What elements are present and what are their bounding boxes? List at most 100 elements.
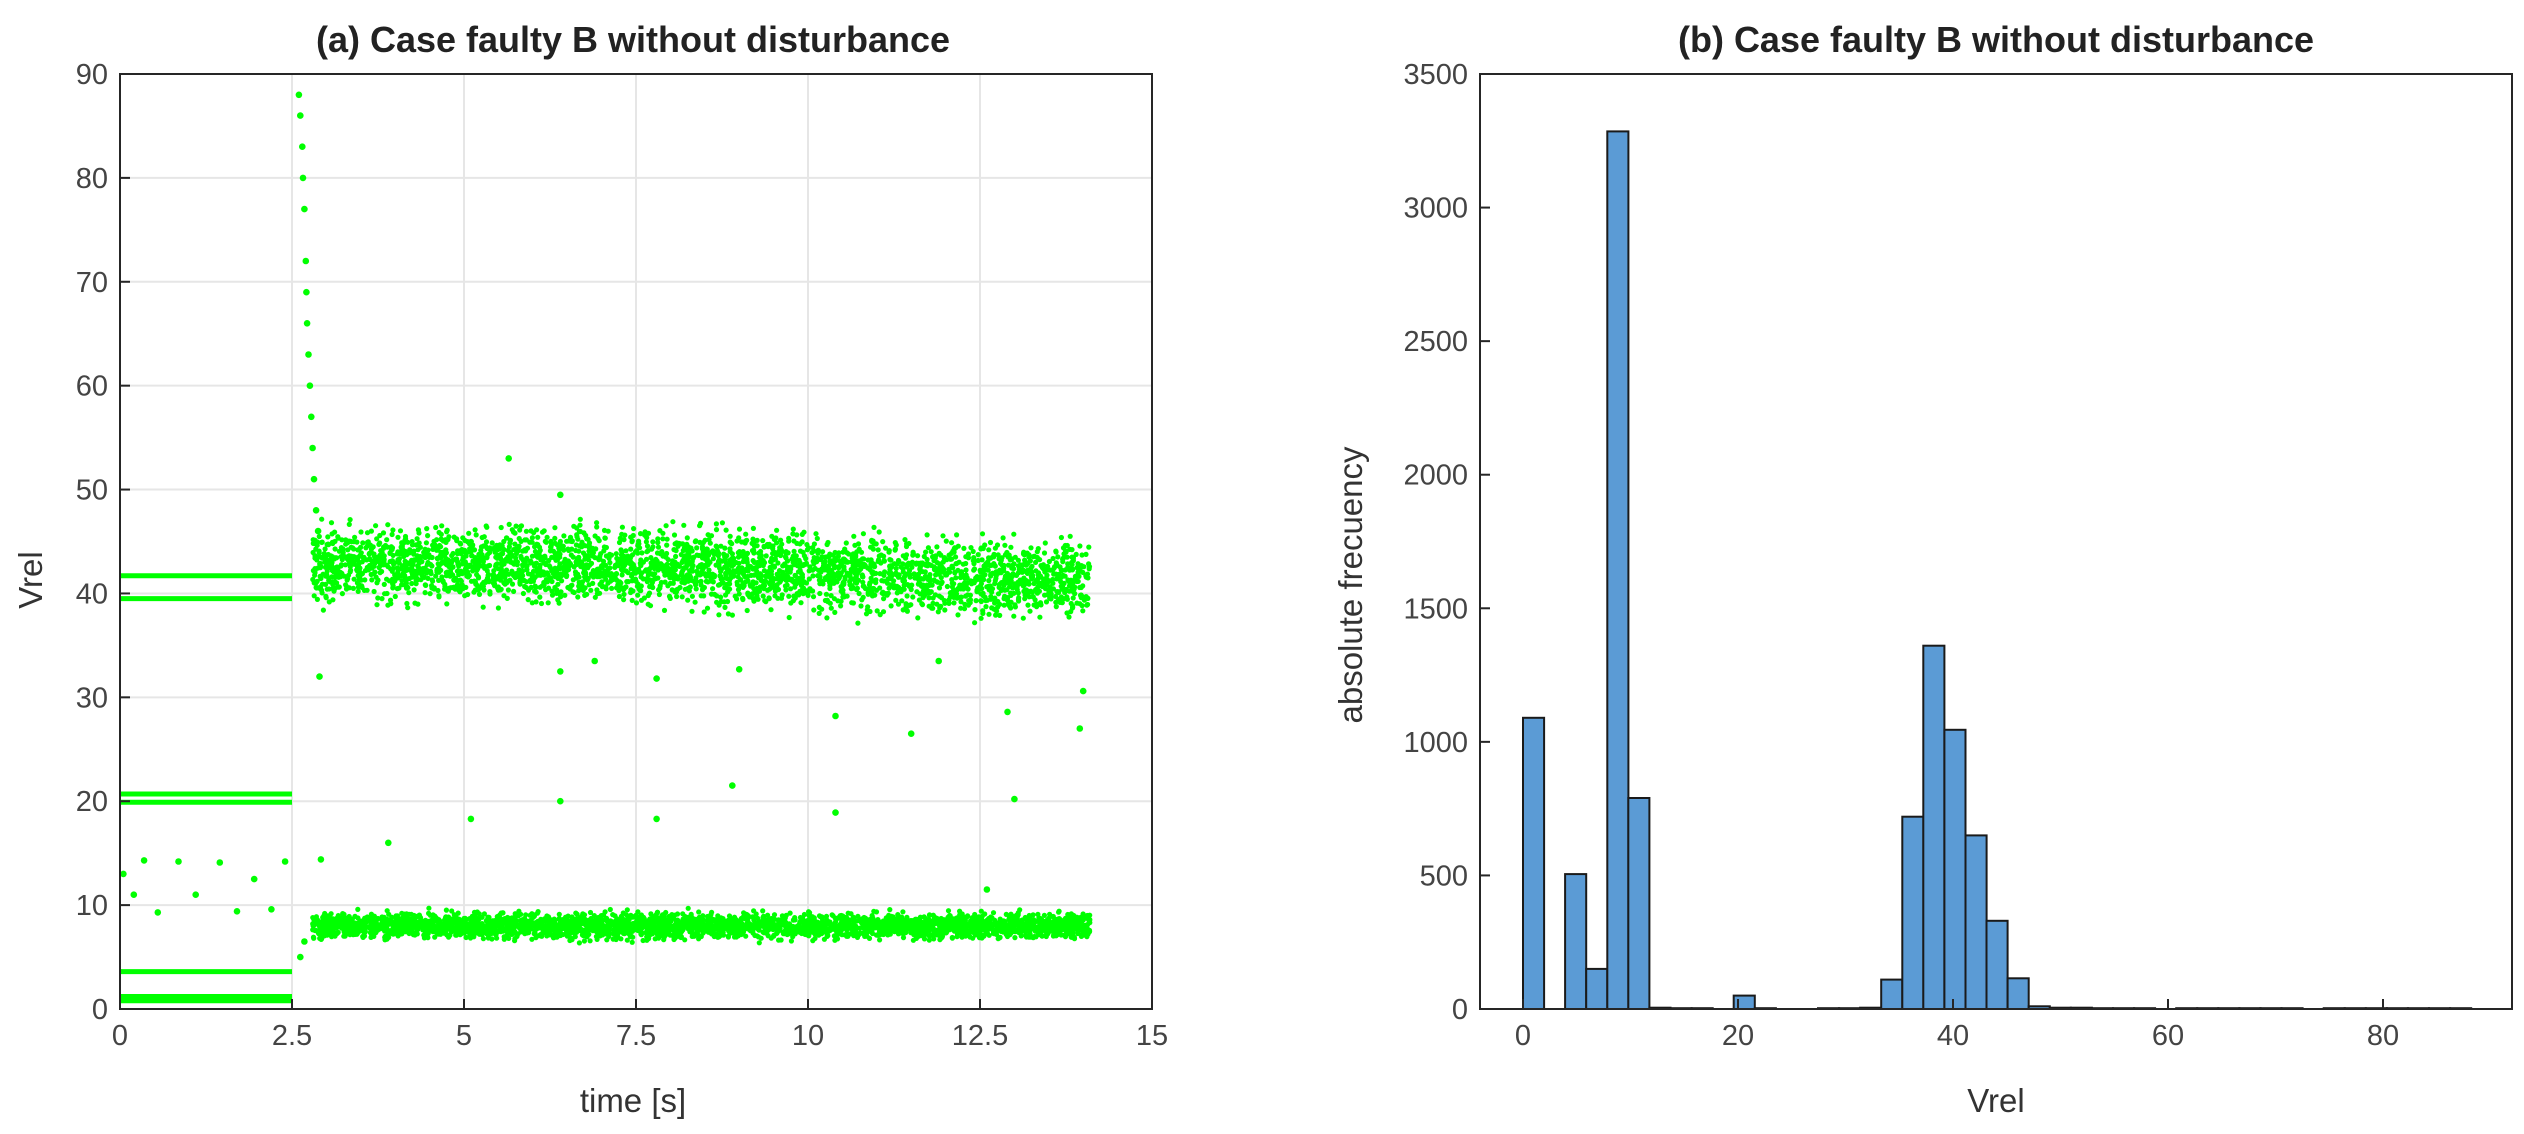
- chart-a-point: [972, 607, 978, 613]
- chart-a-point: [993, 571, 999, 577]
- chart-a-point: [910, 594, 916, 600]
- chart-a-point: [847, 570, 853, 576]
- chart-a-point: [576, 548, 582, 554]
- chart-a-point: [986, 547, 992, 553]
- chart-a-point: [767, 543, 773, 549]
- chart-a-point: [1037, 583, 1043, 589]
- chart-a-point: [323, 573, 329, 579]
- chart-a-point: [819, 606, 825, 612]
- chart-a-point: [824, 597, 830, 603]
- chart-a-point: [331, 569, 337, 575]
- chart-a-point: [1077, 584, 1083, 591]
- chart-a-point: [350, 558, 357, 565]
- chart-a-point: [588, 587, 594, 593]
- chart-a-point: [907, 574, 913, 580]
- chart-a-point: [1012, 935, 1018, 941]
- chart-a-point: [364, 587, 370, 593]
- chart-a-point: [870, 546, 876, 552]
- chart-a-point: [494, 935, 500, 941]
- chart-a-point: [780, 563, 786, 569]
- chart-a-point: [685, 597, 691, 603]
- chart-a-point: [713, 562, 719, 568]
- chart-a-point: [512, 541, 518, 547]
- chart-a-point: [460, 535, 466, 541]
- chart-a-point: [1022, 596, 1028, 602]
- chart-a-point: [439, 574, 445, 580]
- chart-a-point: [717, 573, 723, 579]
- chart-a-point: [403, 577, 410, 583]
- chart-a-point: [371, 571, 377, 577]
- chart-a-point: [498, 524, 504, 531]
- chart-a-point: [840, 594, 846, 600]
- chart-a-point: [1086, 544, 1092, 550]
- chart-a-point: [621, 537, 627, 543]
- chart-a-point: [824, 541, 830, 548]
- chart-a-point: [543, 539, 549, 545]
- chart-a-point: [545, 572, 551, 578]
- chart-a-point: [729, 563, 735, 569]
- chart-a-point: [969, 581, 975, 587]
- chart-a-point: [1051, 565, 1057, 571]
- chart-a-point: [594, 520, 600, 526]
- chart-a-point: [1025, 579, 1031, 585]
- chart-a-point: [813, 531, 819, 537]
- chart-a-point: [596, 571, 602, 578]
- chart-a-point: [892, 547, 898, 553]
- chart-a-point: [842, 546, 848, 552]
- chart-a-point: [987, 583, 993, 589]
- chart-a-point: [332, 546, 338, 552]
- chart-a-point: [538, 554, 544, 560]
- chart-a-point: [644, 549, 650, 555]
- chart-a-point: [539, 529, 546, 535]
- chart-a-point: [427, 591, 433, 597]
- chart-a-point: [644, 543, 651, 549]
- chart-a-point: [995, 552, 1001, 558]
- chart-a-point: [927, 577, 933, 583]
- chart-a-point: [607, 565, 613, 571]
- chart-a-point: [472, 527, 478, 533]
- chart-a-point: [750, 525, 757, 532]
- chart-a-point: [903, 601, 909, 607]
- chart-a-point: [986, 578, 992, 584]
- chart-a-point: [904, 607, 910, 614]
- chart-a-point: [433, 573, 439, 579]
- chart-a-point: [881, 578, 887, 584]
- chart-a-point: [930, 595, 936, 601]
- chart-a-point: [606, 572, 612, 578]
- chart-a-point: [592, 555, 598, 561]
- chart-a-point: [735, 587, 742, 593]
- chart-a-point: [988, 573, 994, 579]
- chart-a-point: [1021, 588, 1027, 595]
- chart-a-point: [647, 584, 653, 590]
- chart-a-point: [906, 568, 913, 574]
- chart-a-point: [787, 577, 793, 583]
- chart-a-point: [928, 549, 934, 555]
- chart-a-point: [893, 542, 899, 548]
- chart-a-point: [948, 550, 955, 557]
- chart-a-point: [616, 593, 623, 600]
- chart-a-point: [858, 603, 864, 609]
- chart-a-point: [443, 907, 449, 913]
- chart-a-point: [736, 526, 743, 532]
- chart-a-point: [1064, 594, 1070, 600]
- chart-a-point: [924, 582, 930, 588]
- chart-a-point: [390, 585, 396, 591]
- chart-a-point: [760, 593, 766, 599]
- chart-a-point: [1042, 592, 1048, 598]
- chart-a-point: [1066, 579, 1072, 585]
- chart-a-point: [958, 599, 964, 605]
- chart-a-point: [811, 607, 817, 613]
- chart-a-point: [367, 556, 373, 562]
- chart-a-point: [954, 532, 960, 538]
- chart-a-point: [674, 561, 681, 567]
- chart-a-point: [473, 532, 479, 538]
- chart-a-point: [941, 597, 947, 604]
- chart-a-point: [805, 592, 811, 599]
- chart-a-point: [1035, 546, 1041, 552]
- chart-a-point: [481, 562, 487, 569]
- chart-a-point: [679, 571, 685, 577]
- chart-a-point: [1079, 552, 1085, 558]
- chart-a-point: [983, 604, 989, 610]
- chart-a-point: [498, 586, 504, 592]
- chart-a-point: [698, 578, 704, 584]
